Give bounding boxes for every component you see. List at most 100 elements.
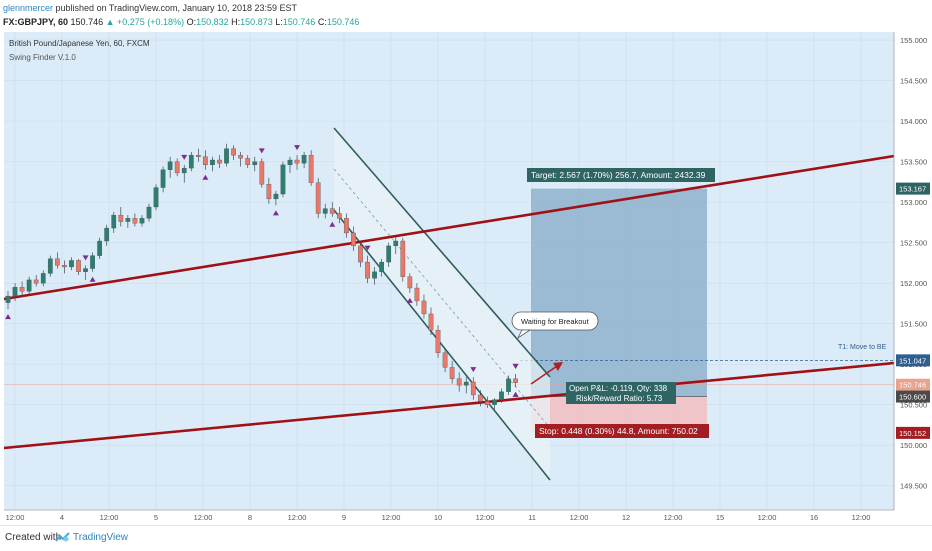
open-pl-label: Open P&L: -0.119, Qty: 338 xyxy=(569,384,668,393)
candle-body xyxy=(245,158,251,166)
y-tick-label: 150.000 xyxy=(900,441,927,450)
y-tick-label: 153.000 xyxy=(900,198,927,207)
symbol-label: FX:GBPJPY, 60 xyxy=(3,17,69,27)
y-tick-label: 150.500 xyxy=(900,401,927,410)
candle-body xyxy=(407,276,413,289)
breakout-arrow-head xyxy=(553,362,563,371)
candle-body xyxy=(280,164,286,195)
y-tick-label: 152.500 xyxy=(900,239,927,248)
candle-body xyxy=(90,255,95,269)
price-chart[interactable]: British Pound/Japanese Yen, 60, FXCM Swi… xyxy=(0,32,932,525)
candle-body xyxy=(76,260,81,272)
y-tick-label: 149.500 xyxy=(900,482,927,491)
y-tick-label: 153.500 xyxy=(900,158,927,167)
candle-body xyxy=(506,378,511,392)
candle-body xyxy=(217,159,222,164)
swing-low-marker xyxy=(89,276,96,282)
publish-line: glennmercer published on TradingView.com… xyxy=(3,3,297,13)
candle-body xyxy=(69,260,74,268)
candle-body xyxy=(400,240,406,277)
rr-label: Risk/Reward Ratio: 5.73 xyxy=(576,394,663,403)
candle-body xyxy=(33,279,39,284)
swing-low-marker xyxy=(512,391,519,397)
callout-tail xyxy=(516,329,532,340)
y-tick-label: 154.500 xyxy=(900,77,927,86)
breakout-arrow-shaft xyxy=(530,363,561,385)
candle-body xyxy=(40,273,46,284)
swing-low-marker xyxy=(202,174,209,180)
candle-body xyxy=(421,300,427,315)
target-label: Target: 2.567 (1.70%) 256.7, Amount: 243… xyxy=(531,170,706,180)
candle-body xyxy=(259,161,265,185)
x-tick-label: 9 xyxy=(342,513,346,522)
candle-body xyxy=(83,268,88,272)
candle-body xyxy=(195,154,201,157)
tradingview-brand[interactable]: TradingView xyxy=(73,532,129,543)
lower-trend-line xyxy=(3,361,895,450)
candle-body xyxy=(499,391,504,400)
candle-body xyxy=(203,156,208,166)
y-tick-label: 155.000 xyxy=(900,36,927,45)
swing-low-marker xyxy=(5,314,11,320)
x-tick-label: 12:00 xyxy=(100,513,119,522)
y-tick-label: 152.000 xyxy=(900,279,927,288)
price-tag-target xyxy=(896,182,930,195)
candle-body xyxy=(449,367,455,379)
candle-body xyxy=(336,213,342,219)
candle-body xyxy=(329,208,335,214)
candle-body xyxy=(26,279,32,292)
candles xyxy=(5,143,518,410)
candle-body xyxy=(386,245,392,263)
candle-body xyxy=(428,313,434,331)
open-value: 150.832 xyxy=(196,17,229,27)
candle-body xyxy=(19,287,25,292)
x-tick-label: 4 xyxy=(60,513,64,522)
trend-lines xyxy=(3,154,895,450)
candle-body xyxy=(322,208,328,214)
candle-body xyxy=(308,154,314,183)
price-tag-label: 153.167 xyxy=(899,185,926,194)
candle-body xyxy=(174,161,180,174)
candle-body xyxy=(393,240,399,247)
high-label: H: xyxy=(231,17,241,27)
candle-body xyxy=(118,214,124,222)
candle-body xyxy=(238,154,243,159)
candle-body xyxy=(132,218,138,224)
candle-body xyxy=(125,218,131,222)
candle-body xyxy=(414,287,420,302)
x-tick-label: 12:00 xyxy=(6,513,25,522)
chart-area[interactable]: British Pound/Japanese Yen, 60, FXCM Swi… xyxy=(0,32,932,525)
open-label: O: xyxy=(186,17,197,27)
x-tick-label: 8 xyxy=(248,513,252,522)
candle-body xyxy=(62,265,67,268)
rr-box xyxy=(566,392,676,404)
x-tick-label: 12:00 xyxy=(758,513,777,522)
candle-body xyxy=(139,218,145,224)
swing-high-marker xyxy=(364,245,371,251)
candle-body xyxy=(344,218,349,234)
candle-body xyxy=(224,148,229,164)
x-tick-label: 12:00 xyxy=(194,513,213,522)
author-link[interactable]: glennmercer xyxy=(3,3,54,13)
candle-body xyxy=(358,245,363,263)
t1-label: T1: Move to BE xyxy=(838,344,887,351)
callout-bubble xyxy=(511,311,599,331)
candle-body xyxy=(210,159,215,166)
candle-body xyxy=(315,182,321,214)
swing-high-marker xyxy=(82,255,89,261)
footer: Created with TradingView xyxy=(0,525,932,551)
x-tick-label: 15 xyxy=(716,513,724,522)
x-tick-label: 12 xyxy=(622,513,630,522)
x-tick-label: 12:00 xyxy=(288,513,307,522)
candle-body xyxy=(372,271,377,279)
swing-high-marker xyxy=(512,363,519,369)
swing-low-marker xyxy=(272,210,279,216)
x-tick-label: 11 xyxy=(528,513,536,522)
x-tick-label: 12:00 xyxy=(852,513,871,522)
channel-lower xyxy=(333,209,551,481)
candle-body xyxy=(513,378,518,383)
price-tag-label: 150.600 xyxy=(899,393,926,402)
price-tag-label: 150.746 xyxy=(899,381,926,390)
publish-header: glennmercer published on TradingView.com… xyxy=(0,0,932,32)
candle-body xyxy=(365,261,370,279)
